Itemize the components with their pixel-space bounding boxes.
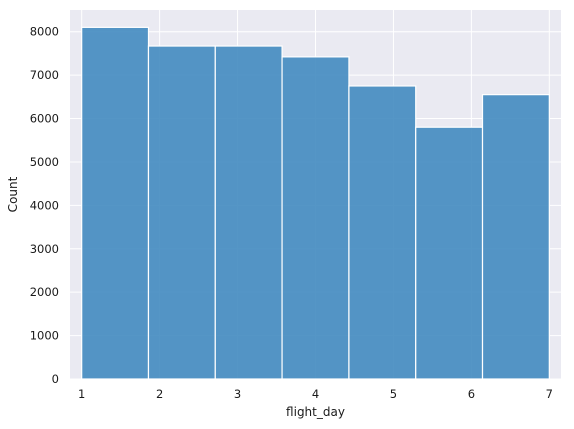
y-tick-label: 0 <box>52 372 59 386</box>
y-tick-label: 7000 <box>30 68 59 82</box>
histogram-bar-3 <box>215 46 282 379</box>
y-tick-label: 1000 <box>30 329 59 343</box>
y-tick-label: 4000 <box>30 198 59 212</box>
y-tick-label: 2000 <box>30 285 59 299</box>
x-tick-label: 1 <box>78 387 85 401</box>
y-tick-label: 8000 <box>30 25 59 39</box>
x-tick-label: 7 <box>546 387 553 401</box>
y-tick-label: 6000 <box>30 112 59 126</box>
histogram-bar-6 <box>416 127 483 379</box>
y-axis-ticks: 0 1000 2000 3000 4000 5000 6000 7000 8000 <box>30 25 59 386</box>
x-tick-label: 4 <box>312 387 319 401</box>
histogram-bar-4 <box>282 57 349 379</box>
y-tick-label: 5000 <box>30 155 59 169</box>
histogram-bar-7 <box>483 95 550 379</box>
x-tick-label: 2 <box>156 387 163 401</box>
y-tick-label: 3000 <box>30 242 59 256</box>
histogram-bar-5 <box>349 86 416 379</box>
x-axis-ticks: 1 2 3 4 5 6 7 <box>78 387 553 401</box>
x-tick-label: 6 <box>468 387 475 401</box>
histogram-bar-1 <box>82 27 149 379</box>
x-tick-label: 3 <box>234 387 241 401</box>
x-axis-label: flight_day <box>286 405 345 419</box>
histogram-bar-2 <box>148 46 215 379</box>
x-tick-label: 5 <box>390 387 397 401</box>
y-axis-label: Count <box>6 176 20 212</box>
